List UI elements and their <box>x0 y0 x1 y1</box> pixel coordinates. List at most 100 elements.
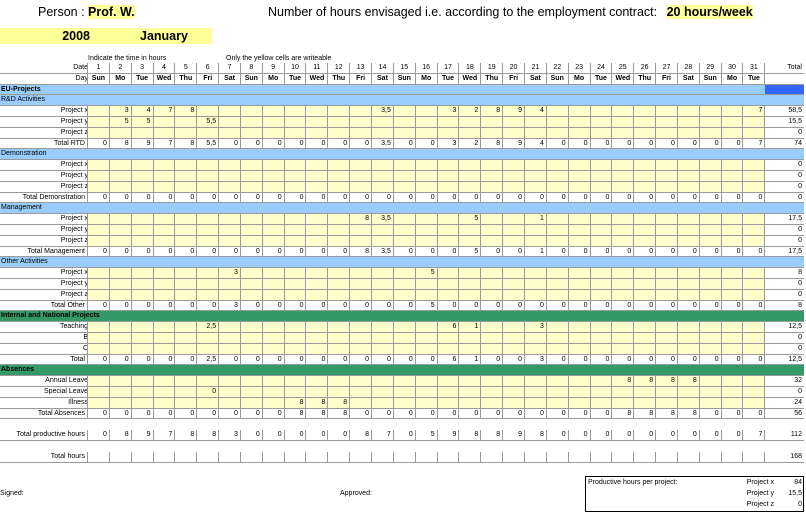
entry-27-day-16[interactable] <box>415 376 438 386</box>
entry-28-day-26[interactable] <box>634 387 657 397</box>
entry-27-day-5[interactable] <box>175 376 198 386</box>
entry-27-day-19[interactable] <box>481 376 504 386</box>
entry-4-day-10[interactable] <box>284 127 307 138</box>
entry-27-day-20[interactable] <box>503 376 525 386</box>
entry-2-day-3[interactable]: 4 <box>131 106 154 116</box>
entry-27-day-3[interactable] <box>131 376 154 386</box>
entry-22-day-13[interactable] <box>350 322 373 332</box>
entry-9-day-8[interactable] <box>240 181 263 192</box>
entry-13-day-16[interactable] <box>415 225 438 235</box>
entry-28-day-27[interactable] <box>656 387 678 397</box>
entry-22-day-16[interactable] <box>415 322 438 332</box>
entry-27-day-9[interactable] <box>262 376 285 386</box>
contract-hours[interactable]: 20 hours/week <box>666 5 753 19</box>
entry-8-day-1[interactable] <box>88 171 110 181</box>
entry-8-day-14[interactable] <box>372 171 394 181</box>
entry-22-day-30[interactable] <box>721 322 744 332</box>
entry-2-day-18[interactable]: 2 <box>459 106 482 116</box>
entry-2-day-11[interactable] <box>306 106 329 116</box>
entry-23-day-17[interactable] <box>437 333 460 343</box>
entry-17-day-16[interactable]: 5 <box>415 268 438 278</box>
entry-23-day-23[interactable] <box>568 333 591 343</box>
entry-17-day-22[interactable] <box>546 268 569 278</box>
entry-13-day-14[interactable] <box>372 225 394 235</box>
entry-29-day-26[interactable] <box>634 397 657 408</box>
entry-9-day-14[interactable] <box>372 181 394 192</box>
entry-22-day-17[interactable]: 6 <box>437 322 460 332</box>
entry-9-day-4[interactable] <box>153 181 176 192</box>
entry-24-day-14[interactable] <box>372 343 394 354</box>
entry-9-day-20[interactable] <box>503 181 525 192</box>
entry-18-day-9[interactable] <box>262 279 285 289</box>
entry-28-day-31[interactable] <box>743 387 766 397</box>
entry-27-day-29[interactable] <box>699 376 722 386</box>
entry-23-day-5[interactable] <box>175 333 198 343</box>
entry-22-day-28[interactable] <box>677 322 700 332</box>
entry-7-day-30[interactable] <box>721 160 744 170</box>
entry-8-day-7[interactable] <box>219 171 241 181</box>
entry-8-day-30[interactable] <box>721 171 744 181</box>
entry-24-day-29[interactable] <box>699 343 722 354</box>
entry-7-day-27[interactable] <box>656 160 678 170</box>
entry-14-day-12[interactable] <box>328 235 351 246</box>
entry-19-day-2[interactable] <box>109 289 132 300</box>
entry-3-day-6[interactable]: 5,5 <box>197 117 220 127</box>
entry-18-day-8[interactable] <box>240 279 263 289</box>
entry-18-day-2[interactable] <box>109 279 132 289</box>
entry-13-day-22[interactable] <box>546 225 569 235</box>
entry-22-day-5[interactable] <box>175 322 198 332</box>
entry-23-day-16[interactable] <box>415 333 438 343</box>
entry-27-day-31[interactable] <box>743 376 766 386</box>
entry-29-day-28[interactable] <box>677 397 700 408</box>
entry-29-day-15[interactable] <box>393 397 416 408</box>
entry-12-day-22[interactable] <box>546 214 569 224</box>
entry-12-day-15[interactable] <box>393 214 416 224</box>
entry-18-day-29[interactable] <box>699 279 722 289</box>
entry-24-day-24[interactable] <box>590 343 613 354</box>
entry-8-day-31[interactable] <box>743 171 766 181</box>
entry-28-day-18[interactable] <box>459 387 482 397</box>
entry-7-day-19[interactable] <box>481 160 504 170</box>
entry-23-day-19[interactable] <box>481 333 504 343</box>
entry-23-day-29[interactable] <box>699 333 722 343</box>
entry-4-day-26[interactable] <box>634 127 657 138</box>
entry-9-day-3[interactable] <box>131 181 154 192</box>
entry-19-day-16[interactable] <box>415 289 438 300</box>
entry-8-day-17[interactable] <box>437 171 460 181</box>
entry-24-day-13[interactable] <box>350 343 373 354</box>
entry-28-day-23[interactable] <box>568 387 591 397</box>
entry-9-day-15[interactable] <box>393 181 416 192</box>
entry-18-day-10[interactable] <box>284 279 307 289</box>
entry-17-day-31[interactable] <box>743 268 766 278</box>
entry-12-day-5[interactable] <box>175 214 198 224</box>
entry-13-day-23[interactable] <box>568 225 591 235</box>
entry-7-day-17[interactable] <box>437 160 460 170</box>
entry-24-day-9[interactable] <box>262 343 285 354</box>
entry-4-day-15[interactable] <box>393 127 416 138</box>
entry-13-day-3[interactable] <box>131 225 154 235</box>
entry-7-day-29[interactable] <box>699 160 722 170</box>
entry-8-day-15[interactable] <box>393 171 416 181</box>
entry-29-day-18[interactable] <box>459 397 482 408</box>
entry-27-day-11[interactable] <box>306 376 329 386</box>
entry-19-day-21[interactable] <box>525 289 547 300</box>
entry-3-day-25[interactable] <box>612 117 635 127</box>
entry-3-day-14[interactable] <box>372 117 394 127</box>
entry-8-day-13[interactable] <box>350 171 373 181</box>
entry-24-day-26[interactable] <box>634 343 657 354</box>
entry-2-day-2[interactable]: 3 <box>109 106 132 116</box>
entry-4-day-17[interactable] <box>437 127 460 138</box>
entry-14-day-30[interactable] <box>721 235 744 246</box>
entry-23-day-1[interactable] <box>88 333 110 343</box>
entry-24-day-3[interactable] <box>131 343 154 354</box>
entry-19-day-19[interactable] <box>481 289 504 300</box>
entry-4-day-11[interactable] <box>306 127 329 138</box>
entry-14-day-3[interactable] <box>131 235 154 246</box>
entry-14-day-16[interactable] <box>415 235 438 246</box>
entry-8-day-12[interactable] <box>328 171 351 181</box>
entry-18-day-13[interactable] <box>350 279 373 289</box>
entry-24-day-30[interactable] <box>721 343 744 354</box>
entry-19-day-14[interactable] <box>372 289 394 300</box>
entry-12-day-17[interactable] <box>437 214 460 224</box>
entry-17-day-26[interactable] <box>634 268 657 278</box>
